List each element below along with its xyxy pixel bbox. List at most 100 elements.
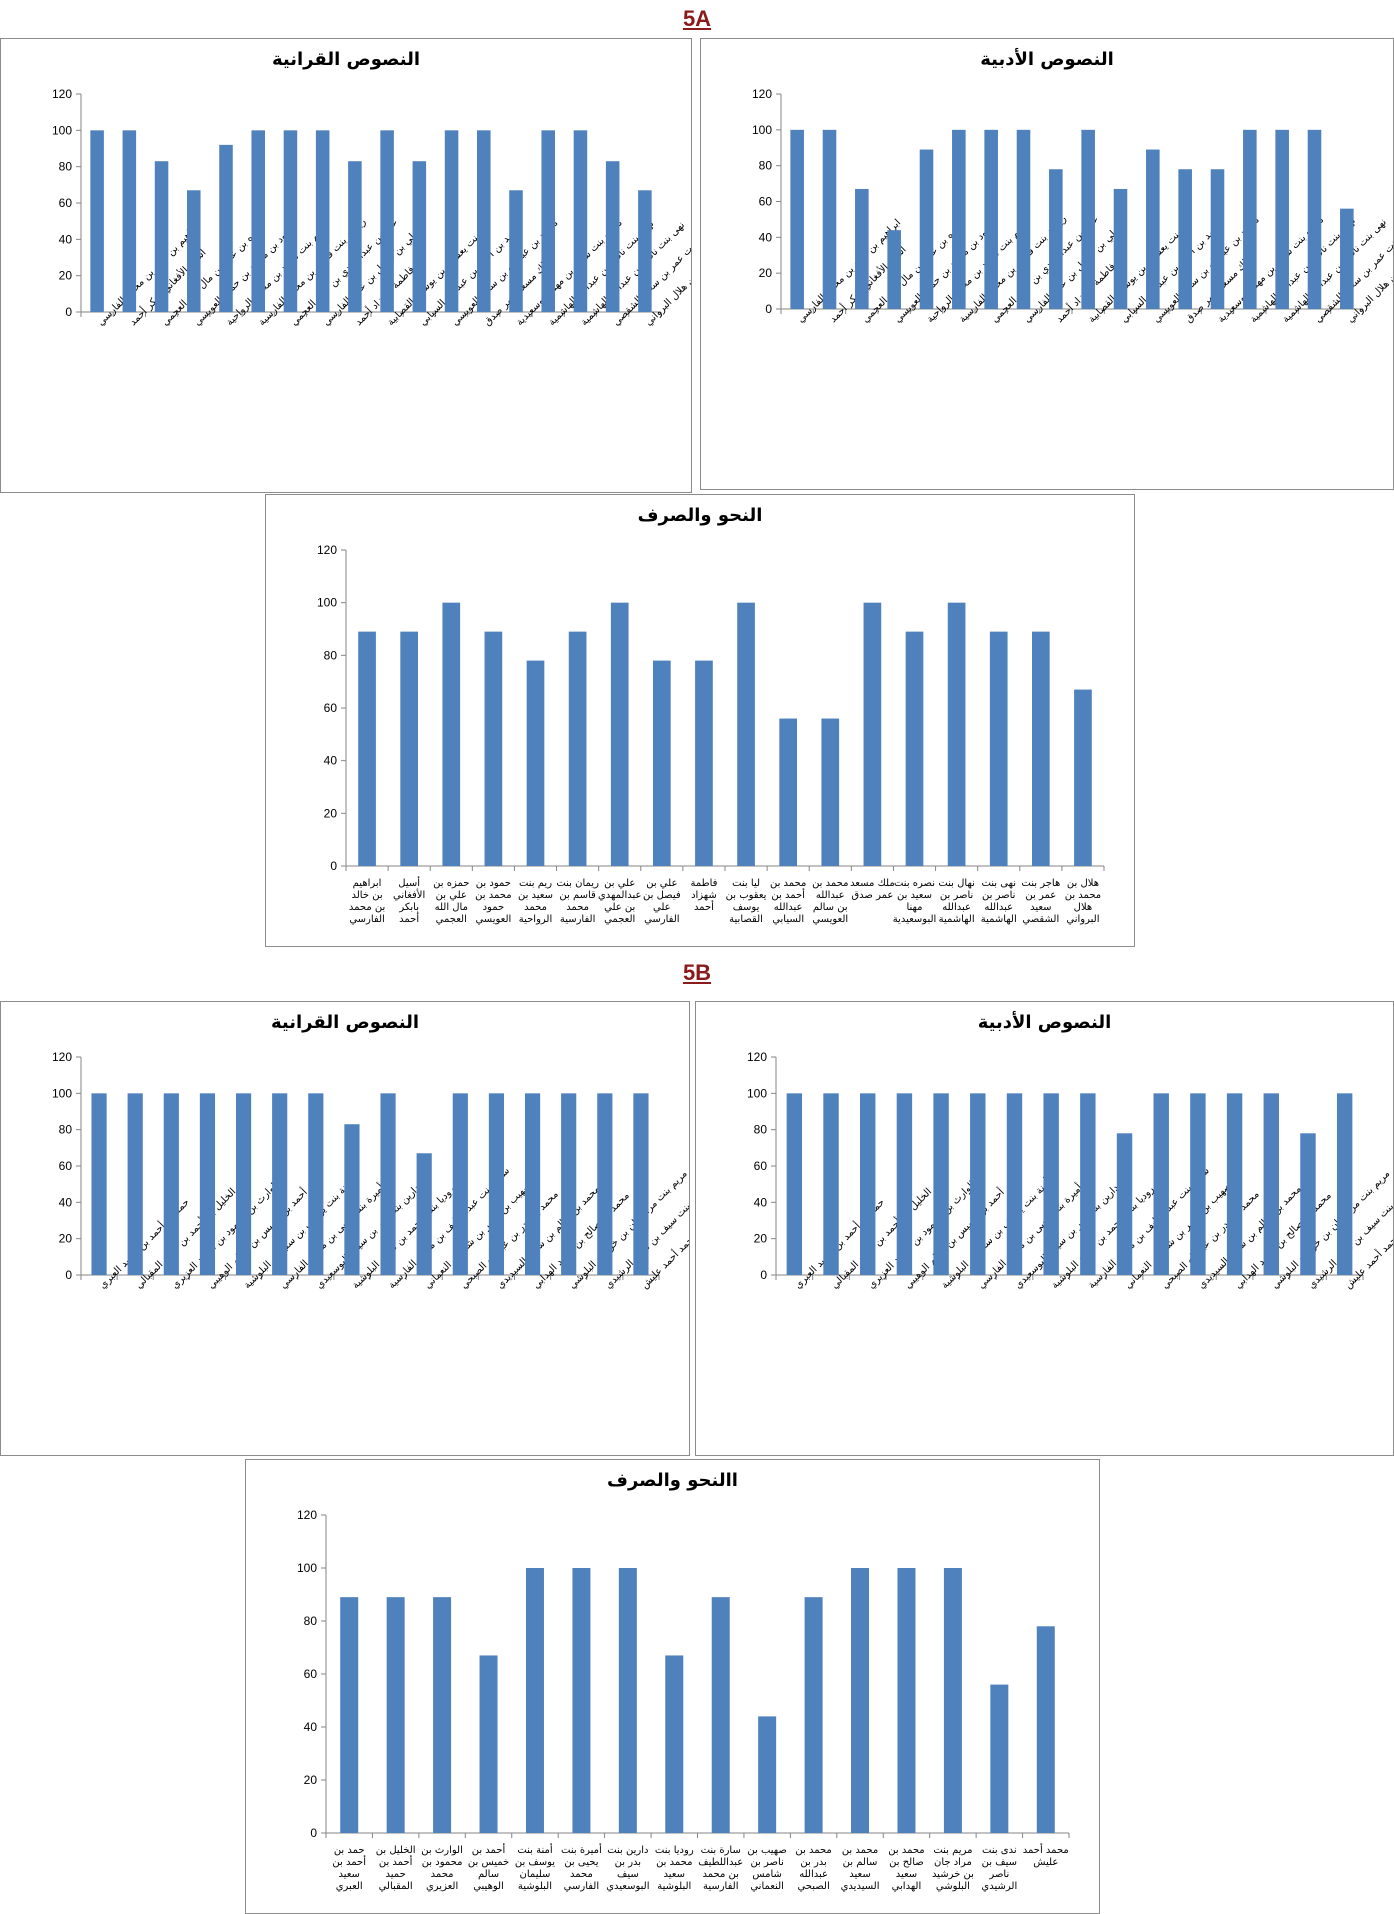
bar bbox=[633, 1093, 649, 1275]
bar bbox=[561, 1093, 577, 1275]
bar bbox=[1016, 129, 1031, 309]
chart-svg: االنحو والصرف 0 20 40 60 80 100 120 حمد بن أحمد ب… bbox=[297, 1470, 1070, 1892]
y-tick-label: 20 bbox=[759, 266, 773, 280]
section-title-5a: 5A bbox=[682, 6, 712, 31]
bar bbox=[1031, 631, 1050, 866]
bar bbox=[525, 1568, 544, 1833]
bar bbox=[822, 129, 837, 309]
bar bbox=[1116, 1133, 1133, 1275]
bar bbox=[695, 660, 713, 866]
bar bbox=[1036, 1626, 1055, 1833]
y-tick-label: 40 bbox=[324, 754, 338, 768]
chart-title: االنحو والصرف bbox=[607, 1470, 738, 1491]
x-tick-label: محمد بن أحمد بن عبدالله السيابي bbox=[770, 878, 806, 925]
y-tick-label: 20 bbox=[754, 1232, 768, 1246]
section-title-5b: 5B bbox=[682, 960, 712, 985]
bar bbox=[477, 130, 491, 312]
bar bbox=[572, 1568, 591, 1833]
y-tick-label: 60 bbox=[304, 1667, 318, 1681]
bar bbox=[235, 1093, 252, 1275]
bar bbox=[990, 1684, 1009, 1833]
bar bbox=[541, 130, 555, 312]
bar bbox=[804, 1597, 823, 1833]
bar bbox=[219, 144, 233, 312]
y-tick-label: 20 bbox=[324, 806, 338, 820]
x-tick-label: ريم بنت سعيد بن محمد الرواحية bbox=[518, 878, 553, 925]
y-tick-label: 0 bbox=[65, 1268, 72, 1282]
y-tick-label: 80 bbox=[59, 1123, 73, 1137]
bar bbox=[863, 602, 882, 866]
chart-panel-5a-adabiya: النصوص الأدبية 0 20 40 60 80 100 120 ابراهيم بن … bbox=[700, 38, 1394, 490]
bar bbox=[283, 130, 298, 312]
x-tick-label: أمنة بنت يوسف بن سليمان البلوشية bbox=[515, 1843, 555, 1892]
y-tick-label: 120 bbox=[752, 87, 772, 101]
bar bbox=[187, 190, 201, 312]
bar bbox=[860, 1093, 876, 1275]
bar bbox=[1336, 1093, 1353, 1275]
bar bbox=[1178, 169, 1192, 309]
chart-title: النصوص الأدبية bbox=[980, 48, 1114, 70]
bar bbox=[348, 161, 362, 312]
bar bbox=[984, 129, 998, 309]
y-tick-label: 0 bbox=[330, 859, 337, 873]
bar bbox=[638, 190, 652, 312]
bar bbox=[758, 1716, 777, 1833]
x-tick-label: نهال بنت ناصر بن عبدالله الهاشمية bbox=[938, 878, 975, 925]
bar bbox=[127, 1093, 143, 1275]
bar bbox=[122, 130, 137, 312]
bar bbox=[1243, 129, 1257, 309]
bar bbox=[597, 1093, 613, 1275]
bar bbox=[943, 1568, 962, 1833]
bar bbox=[821, 718, 840, 866]
bar bbox=[380, 1093, 396, 1275]
x-tick-label: صهيب بن ناصر بن شامس النعماني bbox=[747, 1845, 787, 1892]
x-tick-label: ريمان بنت قاسم بن محمد الفارسية bbox=[556, 878, 599, 925]
bar bbox=[308, 1093, 324, 1275]
y-tick-label: 80 bbox=[324, 648, 338, 662]
x-tick-label: هاجر بنت عمر بن سعيد الشقصي bbox=[1021, 878, 1060, 925]
y-tick-label: 60 bbox=[754, 1159, 768, 1173]
bar bbox=[251, 130, 265, 312]
y-tick-label: 0 bbox=[765, 302, 772, 316]
y-tick-label: 40 bbox=[754, 1195, 768, 1209]
bar bbox=[90, 130, 104, 312]
bar bbox=[380, 130, 394, 312]
bar bbox=[1049, 169, 1063, 309]
y-tick-label: 60 bbox=[59, 1159, 73, 1173]
bar bbox=[711, 1597, 730, 1833]
x-tick-label: نصره بنت سعيد بن مهنا البوسعيدية bbox=[893, 878, 937, 925]
x-tick-label: محمد بن سالم بن سعيد السيديدي bbox=[841, 1845, 880, 1892]
bar bbox=[91, 1093, 107, 1275]
bar bbox=[526, 660, 545, 866]
bar bbox=[412, 161, 427, 312]
bar bbox=[1043, 1093, 1059, 1275]
bar bbox=[1146, 149, 1160, 309]
bar bbox=[1153, 1093, 1169, 1275]
y-tick-label: 100 bbox=[297, 1561, 317, 1575]
bar bbox=[855, 188, 869, 309]
y-tick-label: 80 bbox=[304, 1614, 318, 1628]
bar bbox=[933, 1093, 949, 1275]
bar bbox=[1263, 1093, 1279, 1275]
bar bbox=[1300, 1133, 1316, 1275]
bar bbox=[154, 161, 169, 312]
bar bbox=[272, 1093, 288, 1275]
x-tick-label: علي بن عبدالمهدي بن علي العجمي bbox=[598, 878, 642, 925]
x-tick-label: ليا بنت يعقوب بن يوسف القصابية bbox=[726, 878, 767, 925]
y-tick-label: 120 bbox=[52, 87, 72, 101]
bar bbox=[905, 631, 924, 866]
bar bbox=[605, 161, 620, 312]
x-tick-label: الخليل بن أحمد بن حميد المقبالي bbox=[376, 1845, 416, 1892]
x-tick-label: محمد أحمد عليش bbox=[1023, 1843, 1069, 1868]
bar bbox=[652, 660, 671, 866]
x-tick-label: محمد بن صالح بن سعيد الهدابي bbox=[888, 1845, 924, 1892]
bar bbox=[786, 1093, 803, 1275]
y-tick-label: 60 bbox=[59, 196, 73, 210]
chart-title: النصوص القرانية bbox=[272, 49, 420, 70]
bar bbox=[823, 1093, 839, 1275]
bar bbox=[779, 718, 798, 866]
y-tick-label: 100 bbox=[52, 123, 72, 137]
